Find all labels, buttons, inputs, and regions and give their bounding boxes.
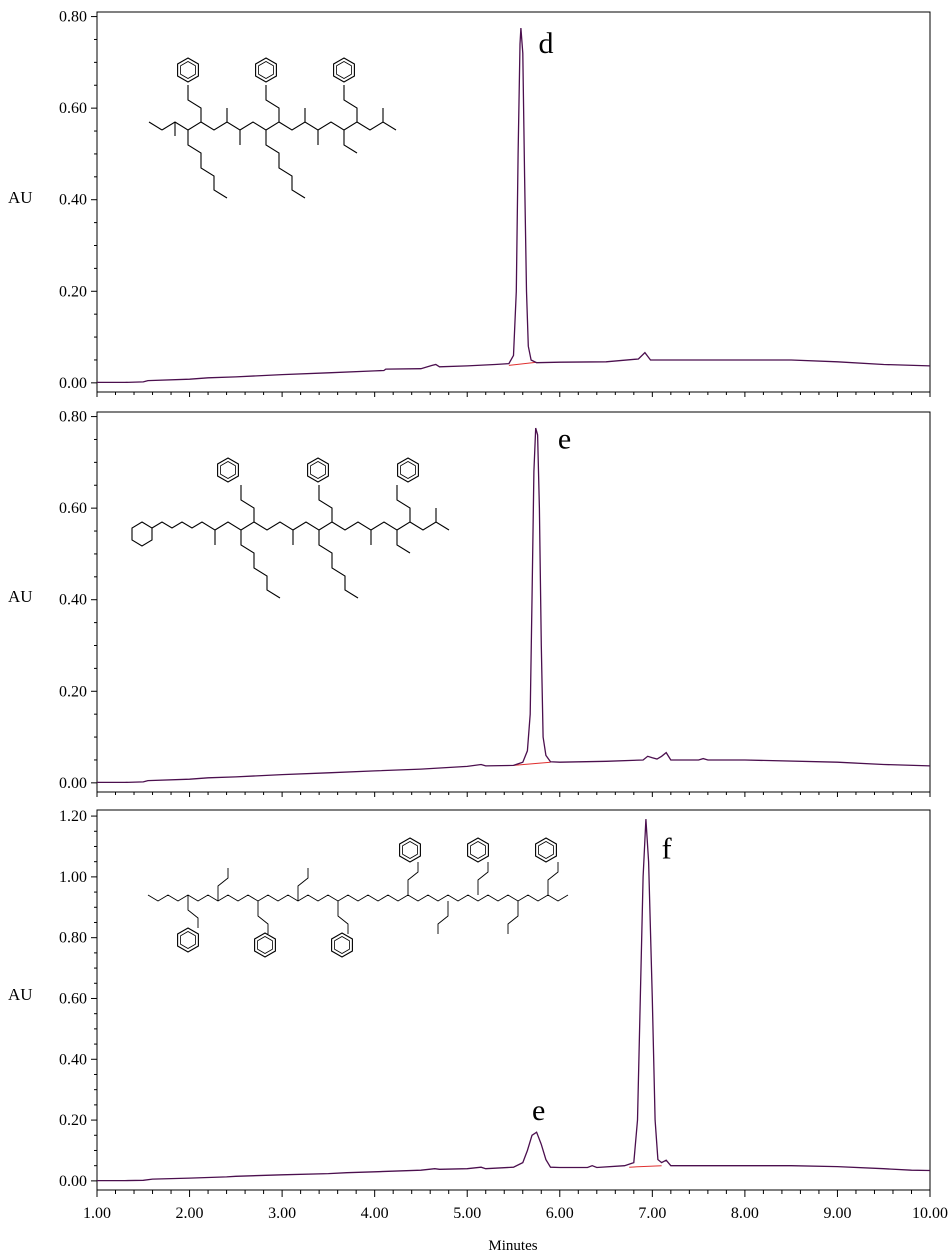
molecule-structure-e [131,457,450,599]
panel-3: 1.00 2.00 3.00 4.00 5.00 6.00 7.00 8.00 9.00 10.0… [8,808,948,1254]
y-tick-label: 0.20 [59,683,87,700]
x-tick-label: 4.00 [361,1205,389,1222]
molecule-structure-d [148,57,397,199]
chromatogram-trace-f [97,819,931,1182]
y-tick-label: 0.80 [59,9,87,26]
x-axis-minor-ticks [96,1190,931,1197]
y-axis-ticks [91,815,97,1182]
x-tick-label: 1.00 [83,1205,111,1222]
y-axis-label: AU [8,587,33,606]
y-tick-label: 0.40 [59,592,87,609]
y-axis-label: AU [8,985,33,1004]
molecule-structure-f [147,837,569,958]
y-tick-label: 0.40 [59,192,87,209]
y-tick-label: 0.60 [59,100,87,117]
x-tick-label: 6.00 [546,1205,574,1222]
chromatogram-trace-e [97,427,931,784]
plot-frame [96,411,931,793]
y-tick-label: 0.40 [59,1051,87,1068]
panel-2: AU 0.00 0.20 0.40 0.60 0.80 e [8,409,931,797]
x-tick-label: 5.00 [453,1205,481,1222]
x-tick-label: 2.00 [176,1205,204,1222]
chromatogram-trace-d [97,27,931,384]
x-axis-label: Minutes [488,1238,537,1254]
baseline-segment [508,361,537,366]
y-tick-label: 0.80 [59,409,87,426]
y-tick-label: 0.60 [59,990,87,1007]
y-tick-label: 0.00 [59,775,87,792]
y-tick-label: 0.60 [59,500,87,517]
y-tick-labels: 0.00 0.20 0.40 0.60 0.80 [59,409,87,792]
peak-label-d: d [538,27,553,60]
x-tick-label: 10.00 [912,1205,948,1222]
y-tick-labels: 0.00 0.20 0.40 0.60 0.80 1.00 1.20 [59,808,87,1190]
baseline-segment [629,1165,662,1168]
x-tick-label: 3.00 [268,1205,296,1222]
plot-frame [96,809,931,1191]
y-tick-label: 0.20 [59,283,87,300]
y-axis-ticks [91,416,97,784]
y-tick-labels: 0.00 0.20 0.40 0.60 0.80 [59,9,87,392]
y-tick-label: 0.20 [59,1112,87,1129]
x-tick-label: 7.00 [638,1205,666,1222]
y-tick-label: 1.20 [59,808,87,825]
y-axis-ticks [91,16,97,384]
x-axis-minor-ticks [96,392,931,397]
x-tick-label: 8.00 [731,1205,759,1222]
x-tick-label: 9.00 [823,1205,851,1222]
y-tick-label: 0.00 [59,375,87,392]
peak-label-f: f [662,833,672,866]
y-tick-label: 0.80 [59,930,87,947]
plot-frame [96,11,931,393]
y-tick-label: 1.00 [59,869,87,886]
peak-label-e: e [558,423,571,456]
peak-label-e-small: e [532,1094,545,1127]
y-axis-label: AU [8,188,33,207]
x-axis-minor-ticks [96,792,931,797]
y-tick-label: 0.00 [59,1173,87,1190]
x-tick-labels: 1.00 2.00 3.00 4.00 5.00 6.00 7.00 8.00 9.00 10.0… [83,1205,948,1222]
baseline-segment [513,761,551,766]
panel-1: AU 0.00 0.20 0.40 0.60 0.80 d [8,9,931,397]
